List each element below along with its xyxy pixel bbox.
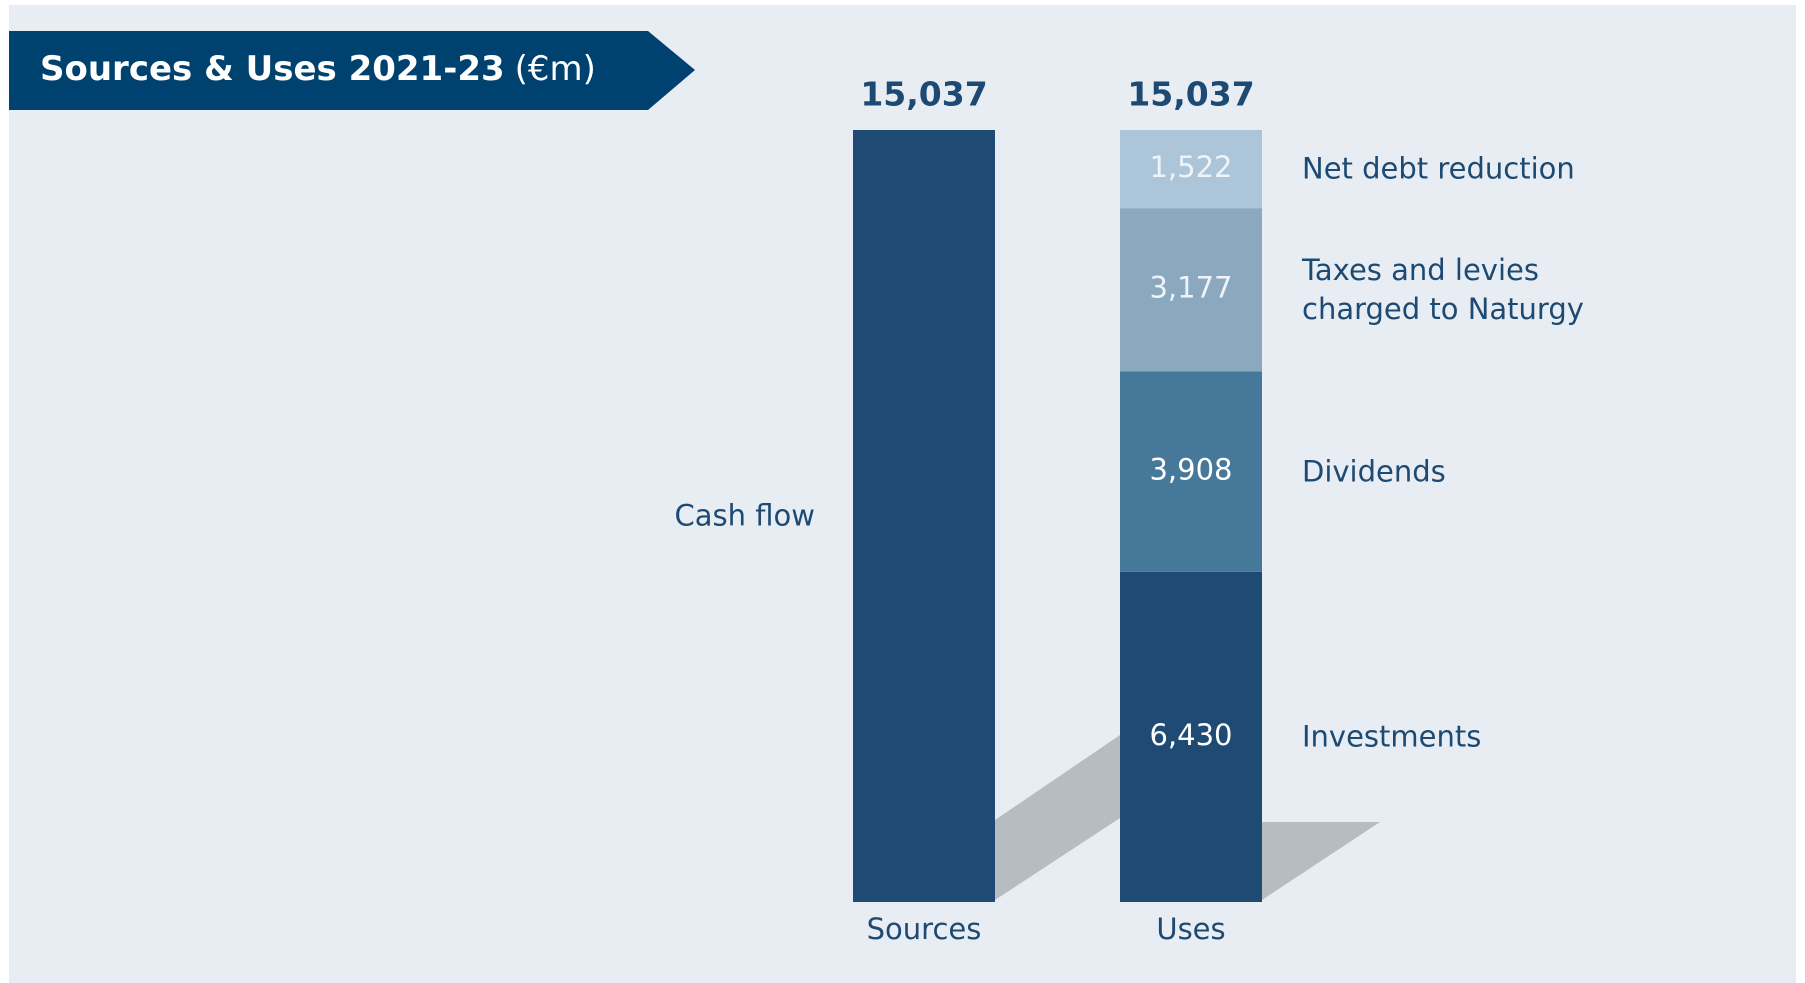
series-label: Cash flow bbox=[674, 498, 815, 533]
bar-segment bbox=[853, 130, 995, 902]
shadow bbox=[995, 735, 1120, 900]
title-group: Sources & Uses 2021-23 (€m) bbox=[40, 49, 596, 89]
x-tick-label: Uses bbox=[1156, 912, 1225, 946]
x-tick-label: Sources bbox=[867, 912, 982, 946]
unit: (€m) bbox=[515, 49, 596, 89]
series-label: Dividends bbox=[1302, 454, 1446, 489]
value-label: 1,522 bbox=[1149, 150, 1232, 184]
value-label: 3,908 bbox=[1149, 453, 1232, 487]
series-label: Taxes and levies charged to Naturgy bbox=[1302, 252, 1584, 326]
title-banner bbox=[9, 31, 695, 110]
value-label: 3,177 bbox=[1149, 271, 1232, 305]
bar-segment bbox=[1120, 130, 1262, 209]
total-label: 15,037 bbox=[1127, 75, 1254, 114]
bar-segment bbox=[1120, 371, 1262, 572]
chart-title: Sources & Uses 2021-23 bbox=[40, 49, 505, 89]
bar-segment bbox=[1120, 208, 1262, 372]
total-label: 15,037 bbox=[860, 75, 987, 114]
value-label: 6,430 bbox=[1149, 718, 1232, 752]
series-label: Investments bbox=[1302, 719, 1482, 754]
shadow bbox=[1262, 822, 1380, 900]
bar-segment bbox=[1120, 571, 1262, 902]
series-label: Net debt reduction bbox=[1302, 151, 1575, 186]
